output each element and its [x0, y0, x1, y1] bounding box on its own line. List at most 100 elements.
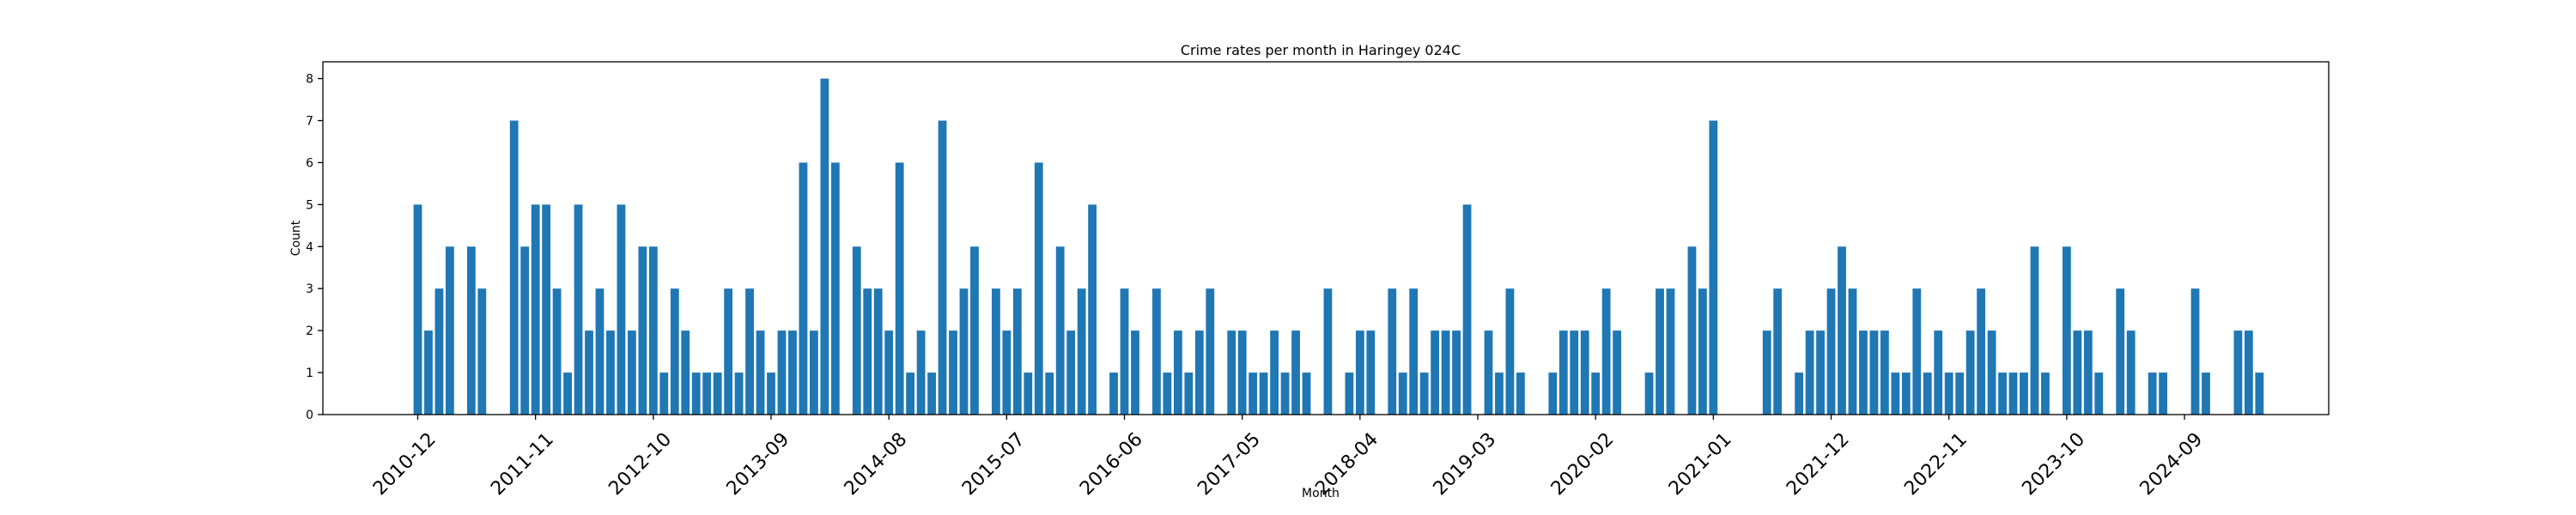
bar-2016-02 [1077, 288, 1086, 415]
bar-2022-05 [1880, 330, 1889, 415]
bar-2015-08 [1012, 288, 1022, 415]
bar-2024-11 [2202, 373, 2210, 415]
bar-2017-09 [1280, 373, 1290, 415]
bar-2018-05 [1366, 330, 1376, 415]
y-tick-label-0: 0 [306, 409, 313, 422]
bar-2013-11 [788, 330, 797, 415]
bar-2017-07 [1259, 373, 1268, 415]
y-tick-label-5: 5 [306, 198, 313, 212]
bar-2013-06 [734, 373, 744, 415]
bar-2013-08 [756, 330, 765, 415]
bar-2021-10 [1805, 330, 1814, 415]
bar-2018-03 [1345, 373, 1354, 415]
bar-2013-09 [767, 373, 775, 415]
bar-2024-03 [2116, 288, 2125, 415]
bar-2015-06 [991, 288, 1000, 415]
bar-2019-01 [1452, 330, 1461, 415]
bar-2016-10 [1163, 373, 1172, 415]
bar-2020-03 [1601, 288, 1611, 415]
bar-2022-11 [1944, 373, 1953, 415]
bar-2012-05 [595, 288, 605, 415]
bar-2018-07 [1388, 288, 1397, 415]
bar-2014-08 [884, 330, 894, 415]
bar-2013-04 [713, 373, 722, 415]
bar-2022-02 [1848, 288, 1857, 415]
bar-2012-07 [617, 204, 626, 415]
bar-2011-06 [477, 288, 487, 415]
x-tick-label-2015-07: 2015-07 [958, 429, 1030, 500]
bar-2013-10 [777, 330, 787, 415]
bar-2012-03 [574, 204, 583, 415]
bar-2014-05 [852, 246, 861, 415]
x-tick-label-2013-09: 2013-09 [723, 429, 794, 500]
bar-2012-09 [638, 246, 647, 415]
bar-2024-06 [2148, 373, 2157, 415]
bar-2024-10 [2190, 288, 2200, 415]
bar-2022-09 [1923, 373, 1932, 415]
bar-2024-04 [2126, 330, 2136, 415]
bar-2015-01 [938, 120, 947, 415]
bar-2012-11 [659, 373, 669, 415]
bar-2013-01 [681, 330, 690, 415]
bar-2016-03 [1088, 204, 1097, 415]
bar-2012-10 [648, 246, 658, 415]
bar-2017-04 [1227, 330, 1236, 415]
x-tick-label-2016-06: 2016-06 [1076, 429, 1147, 500]
bar-2016-01 [1066, 330, 1076, 415]
bar-2013-12 [799, 162, 808, 415]
bar-2017-01 [1194, 330, 1204, 415]
bar-2021-06 [1762, 330, 1771, 415]
y-tick-label-6: 6 [306, 156, 313, 170]
bar-2019-07 [1516, 373, 1525, 415]
bar-2020-02 [1591, 373, 1601, 415]
bar-2019-02 [1462, 204, 1472, 415]
bar-2017-05 [1237, 330, 1247, 415]
y-tick-label-3: 3 [306, 282, 313, 296]
bar-2016-12 [1184, 373, 1194, 415]
bar-2021-07 [1773, 288, 1783, 415]
x-tick-label-2011-11: 2011-11 [487, 429, 558, 500]
bar-2012-06 [606, 330, 615, 415]
x-tick-label-2023-10: 2023-10 [2018, 429, 2089, 500]
bar-2020-04 [1613, 330, 1622, 415]
bar-2016-05 [1109, 373, 1118, 415]
x-tick-label-2022-11: 2022-11 [1900, 429, 1971, 500]
y-tick-label-2: 2 [306, 324, 313, 338]
bar-2020-01 [1580, 330, 1589, 415]
bar-2021-01 [1709, 120, 1718, 415]
x-tick-label-2010-12: 2010-12 [369, 429, 440, 500]
bar-2023-08 [2041, 373, 2050, 415]
bar-2024-07 [2159, 373, 2168, 415]
bar-2015-03 [959, 288, 969, 415]
bar-2011-12 [542, 204, 551, 415]
bar-2022-08 [1912, 288, 1922, 415]
bar-2014-01 [809, 330, 818, 415]
y-tick-label-4: 4 [306, 240, 313, 254]
bar-2015-02 [949, 330, 957, 415]
x-tick-label-2021-12: 2021-12 [1783, 429, 1854, 500]
bar-2018-10 [1419, 373, 1429, 415]
bar-2011-05 [466, 246, 476, 415]
bar-2020-07 [1644, 373, 1654, 415]
bar-2014-10 [906, 373, 915, 415]
bar-2015-11 [1045, 373, 1054, 415]
bar-2019-11 [1558, 330, 1568, 415]
bar-2014-11 [916, 330, 926, 415]
bar-2019-05 [1495, 373, 1504, 415]
bar-2016-06 [1120, 288, 1129, 415]
x-tick-label-2019-03: 2019-03 [1430, 429, 1501, 500]
bar-2024-01 [2094, 373, 2104, 415]
bar-2014-07 [873, 288, 883, 415]
bar-2020-09 [1666, 288, 1675, 415]
bar-2023-10 [2062, 246, 2071, 415]
bar-2013-07 [745, 288, 754, 415]
bars-group [413, 78, 2264, 415]
bar-2012-01 [552, 288, 562, 415]
chart-title: Crime rates per month in Haringey 024C [1181, 42, 1461, 58]
bar-2014-09 [895, 162, 904, 415]
bar-2020-08 [1656, 288, 1664, 415]
bar-2021-11 [1816, 330, 1825, 415]
bar-2022-06 [1891, 373, 1900, 415]
